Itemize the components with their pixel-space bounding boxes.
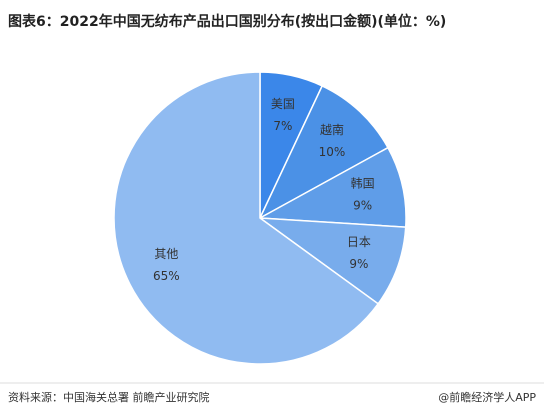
chart-title: 图表6：2022年中国无纺布产品出口国别分布(按出口金额)(单位：%) <box>8 13 446 30</box>
slice-label: 日本 <box>347 235 371 249</box>
credit: @前瞻经济学人APP <box>438 390 536 404</box>
value-label: 10% <box>319 145 346 159</box>
value-label: 9% <box>353 199 372 213</box>
slice-label: 越南 <box>320 122 344 137</box>
slice-label: 美国 <box>271 97 295 111</box>
slice-label: 韩国 <box>351 176 375 191</box>
pie-slice <box>257 146 407 228</box>
pie-slice <box>258 84 389 220</box>
value-label: 9% <box>349 257 368 271</box>
slice-label: 其他 <box>154 247 178 261</box>
value-label: 65% <box>153 269 180 283</box>
pie-slice <box>113 71 380 365</box>
source: 资料来源：中国海关总署 前瞻产业研究院 <box>8 390 210 404</box>
value-label: 7% <box>273 119 292 133</box>
pie-slice <box>257 217 407 305</box>
